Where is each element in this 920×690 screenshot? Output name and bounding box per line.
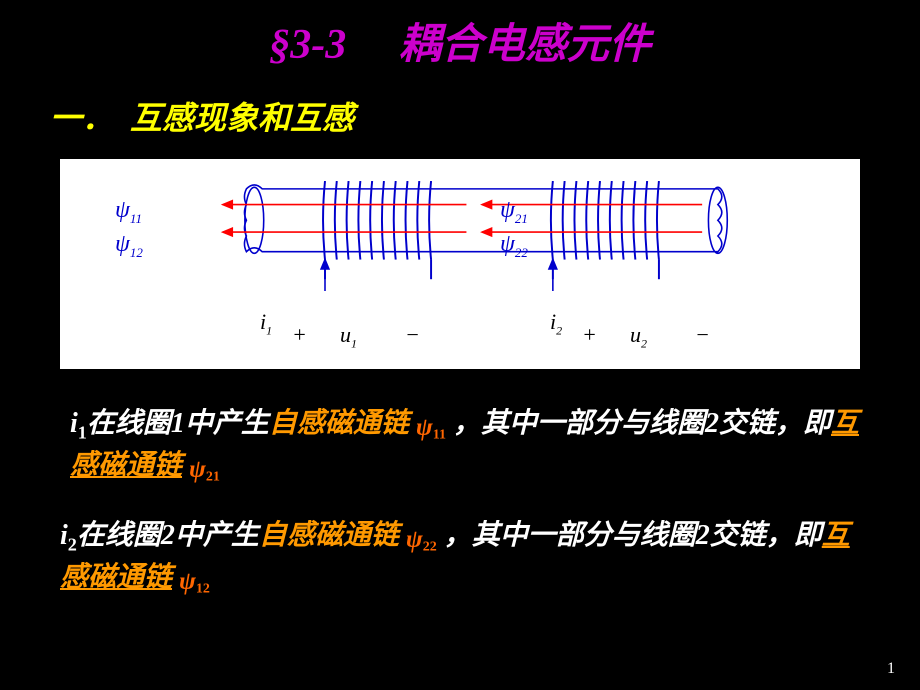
p2-psi-b-sub: 12 [196, 581, 210, 596]
terminal-i2: i2 [550, 309, 562, 338]
p1-i: i [70, 408, 78, 439]
slide-title: §3-3 耦合电感元件 [0, 0, 920, 71]
section-heading: 一． 互感现象和互感 [0, 71, 920, 139]
terminal-i1: i1 [260, 309, 272, 338]
paragraph-2: i2在线圈2中产生自感磁通链 ψ22 ，其中一部分与线圈2交链，即互感磁通链 ψ… [0, 516, 920, 600]
p1-psi-a: ψ [416, 414, 433, 441]
terminal-minus1: − [405, 322, 420, 348]
p2-psi-a-sub: 22 [423, 539, 437, 554]
flux-label-psi11: ψ11 [115, 197, 142, 227]
p2-t1: 在线圈2中产生 [77, 520, 259, 551]
title-text: §3-3 耦合电感元件 [269, 22, 651, 68]
p2-h1: 自感磁通链 [259, 520, 399, 551]
p1-psi-a-sub: 11 [433, 428, 446, 443]
terminal-plus1: + [292, 322, 307, 348]
p1-psi-b-sub: 21 [206, 470, 220, 485]
flux-label-psi21: ψ21 [500, 197, 528, 227]
terminal-plus2: + [582, 322, 597, 348]
terminal-minus2: − [695, 322, 710, 348]
paragraph-1: i1在线圈1中产生自感磁通链 ψ11 ，其中一部分与线圈2交链，即互感磁通链 ψ… [0, 404, 920, 488]
page-number: 1 [887, 660, 895, 678]
p2-psi-a: ψ [406, 526, 423, 553]
diagram-svg [180, 181, 800, 291]
p1-t2: ，其中一部分与线圈2交链，即 [453, 408, 831, 439]
flux-label-psi12: ψ12 [115, 231, 143, 261]
p1-i-sub: 1 [78, 423, 87, 443]
p2-i-sub: 2 [68, 534, 77, 554]
subtitle-text: 一． 互感现象和互感 [50, 100, 354, 136]
coupled-inductor-diagram: ψ11 ψ12 ψ21 ψ22 i1 + u1 − i2 + u2 − [60, 159, 860, 369]
p2-t2: ，其中一部分与线圈2交链，即 [444, 520, 822, 551]
p2-psi-b: ψ [179, 568, 196, 595]
p1-h1: 自感磁通链 [269, 408, 409, 439]
p1-psi-b: ψ [189, 456, 206, 483]
p1-t1: 在线圈1中产生 [87, 408, 269, 439]
flux-label-psi22: ψ22 [500, 231, 528, 261]
p2-i: i [60, 520, 68, 551]
terminal-u1: u1 [340, 322, 357, 351]
terminal-u2: u2 [630, 322, 647, 351]
